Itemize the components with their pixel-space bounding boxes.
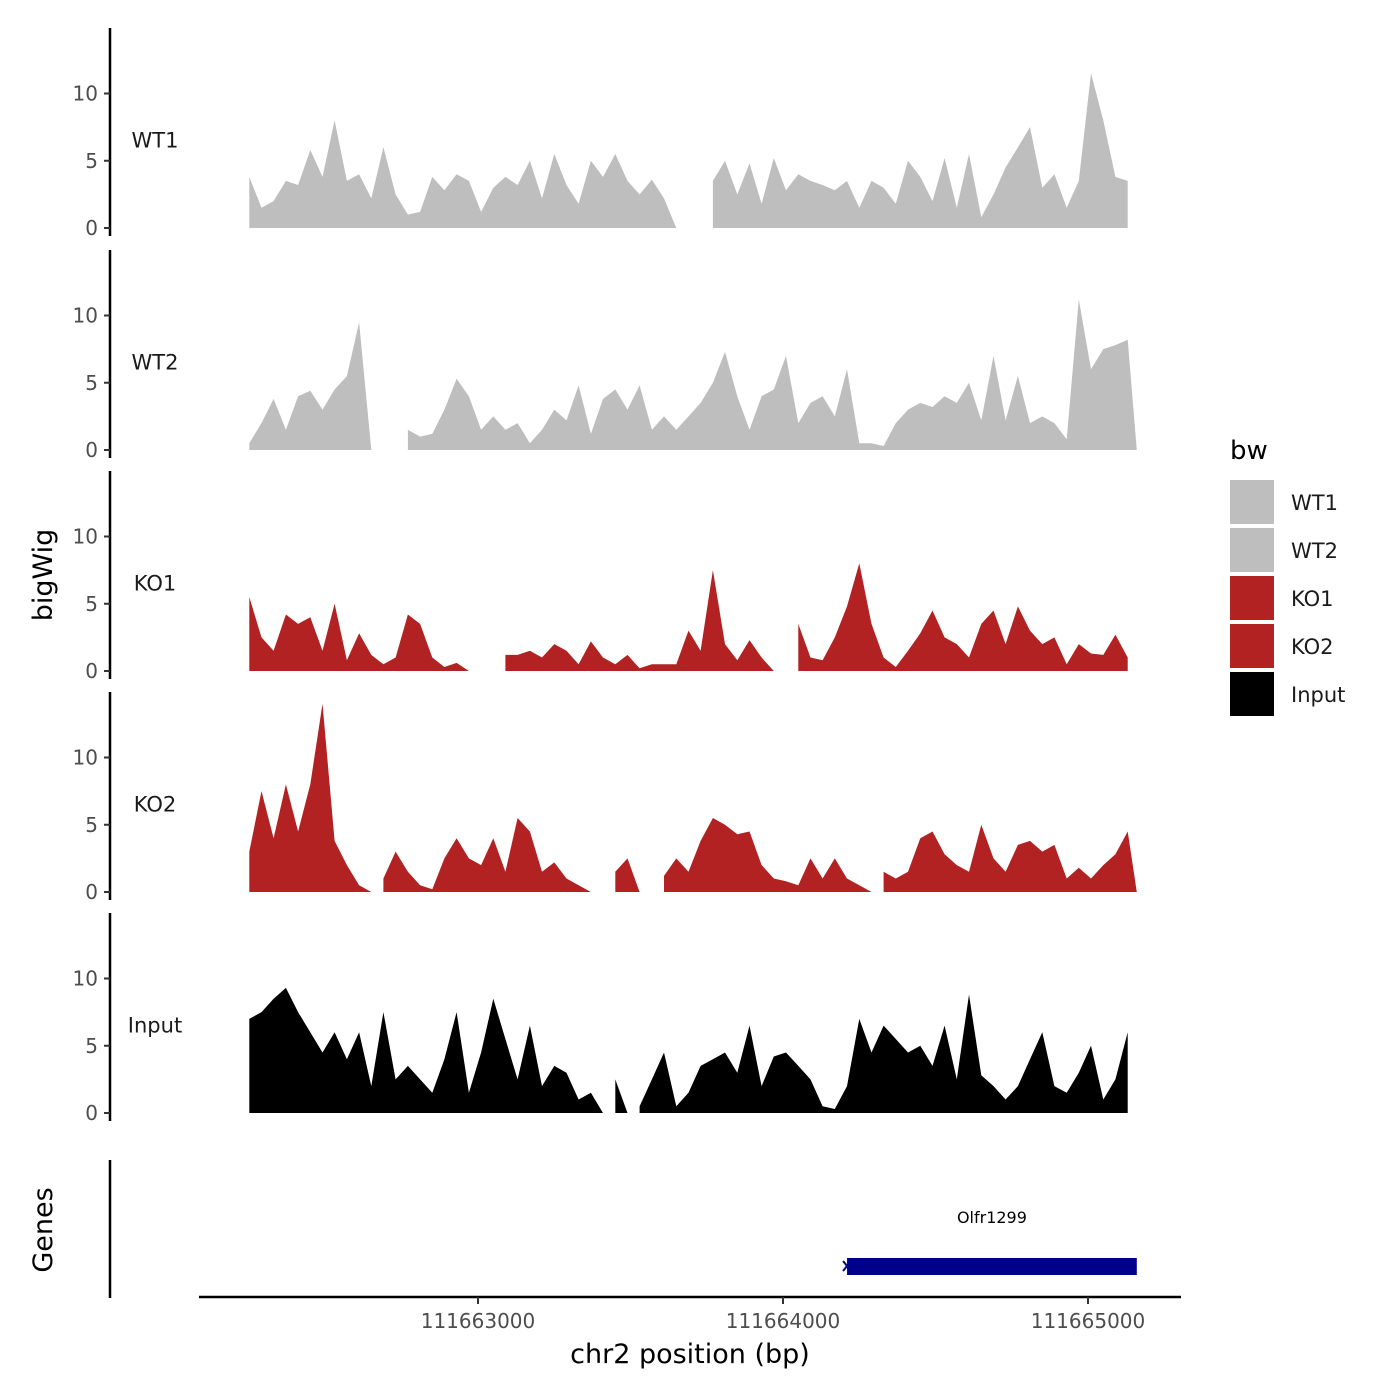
y-tick-label: 10 bbox=[73, 304, 98, 328]
signal-area-ko2 bbox=[249, 703, 372, 892]
y-tick-label: 0 bbox=[85, 659, 98, 683]
track-label: WT2 bbox=[132, 351, 179, 375]
signal-area-ko2 bbox=[664, 818, 872, 892]
legend-item-ko1: KO1 bbox=[1230, 576, 1334, 620]
signal-area-wt1 bbox=[712, 73, 1128, 228]
track-wt1: 0 5 10 WT1 bbox=[73, 28, 1128, 240]
track-label: KO2 bbox=[134, 793, 177, 817]
legend-item-input: Input bbox=[1230, 672, 1345, 716]
legend-swatch bbox=[1230, 576, 1274, 620]
track-ko1: 0 5 10 KO1 bbox=[73, 471, 1128, 683]
signal-area-ko2 bbox=[615, 858, 640, 892]
signal-area-ko1 bbox=[505, 570, 774, 671]
y-tick-label: 5 bbox=[85, 813, 98, 837]
legend-swatch bbox=[1230, 624, 1274, 668]
track-input: 0 5 10 Input bbox=[73, 913, 1128, 1125]
gene-label: Olfr1299 bbox=[957, 1208, 1027, 1227]
x-axis: 111663000 111664000 111665000 bbox=[199, 1295, 1181, 1333]
legend-label: Input bbox=[1291, 683, 1345, 707]
x-tick-label: 111665000 bbox=[1031, 1309, 1146, 1333]
legend-label: KO2 bbox=[1291, 635, 1334, 659]
y-tick-label: 10 bbox=[73, 525, 98, 549]
legend-item-wt2: WT2 bbox=[1230, 528, 1338, 572]
y-tick-label: 5 bbox=[85, 149, 98, 173]
track-label: KO1 bbox=[134, 572, 177, 596]
legend-label: WT1 bbox=[1291, 491, 1338, 515]
y-tick-label: 5 bbox=[85, 371, 98, 395]
y-tick-label: 10 bbox=[73, 967, 98, 991]
track-label: Input bbox=[128, 1014, 182, 1038]
signal-area-input bbox=[615, 1079, 628, 1113]
legend-item-wt1: WT1 bbox=[1230, 480, 1338, 524]
x-axis-title: chr2 position (bp) bbox=[570, 1339, 810, 1370]
legend-label: KO1 bbox=[1291, 587, 1334, 611]
legend-label: WT2 bbox=[1291, 539, 1338, 563]
legend-item-ko2: KO2 bbox=[1230, 624, 1334, 668]
x-tick-label: 111663000 bbox=[421, 1309, 536, 1333]
genes-panel: Olfr1299 bbox=[108, 1160, 1137, 1298]
signal-area-input bbox=[249, 987, 604, 1113]
signal-area-ko1 bbox=[798, 563, 1128, 671]
x-tick-label: 111664000 bbox=[726, 1309, 841, 1333]
track-ko2: 0 5 10 KO2 bbox=[73, 692, 1137, 904]
tracks-layer: 0 5 10 WT1 0 5 10 WT2 0 5 10 KO1 0 5 10 KO2 0 5 10 Input bbox=[73, 28, 1137, 1125]
legend-swatch bbox=[1230, 672, 1274, 716]
signal-area-ko2 bbox=[383, 818, 591, 892]
genes-axis-title: Genes bbox=[28, 1187, 59, 1272]
y-axis-title: bigWig bbox=[28, 529, 59, 622]
y-tick-label: 5 bbox=[85, 1034, 98, 1058]
track-wt2: 0 5 10 WT2 bbox=[73, 250, 1137, 462]
signal-area-ko2 bbox=[883, 824, 1137, 892]
y-tick-label: 0 bbox=[85, 438, 98, 462]
signal-area-wt2 bbox=[249, 322, 372, 450]
y-tick-label: 10 bbox=[73, 82, 98, 106]
track-label: WT1 bbox=[132, 129, 179, 153]
legend-swatch bbox=[1230, 480, 1274, 524]
legend-title: bw bbox=[1230, 436, 1268, 466]
legend: bw WT1 WT2 KO1 KO2 Input bbox=[1230, 436, 1345, 716]
signal-area-ko1 bbox=[249, 597, 469, 671]
y-tick-label: 0 bbox=[85, 880, 98, 904]
signal-area-wt2 bbox=[407, 299, 1137, 450]
signal-area-wt1 bbox=[249, 120, 677, 228]
y-tick-label: 10 bbox=[73, 746, 98, 770]
gene-start-marker bbox=[842, 1260, 852, 1272]
signal-area-input bbox=[639, 994, 1128, 1113]
y-tick-label: 0 bbox=[85, 1101, 98, 1125]
legend-swatch bbox=[1230, 528, 1274, 572]
gene-body bbox=[847, 1258, 1137, 1275]
y-tick-label: 0 bbox=[85, 216, 98, 240]
y-tick-label: 5 bbox=[85, 592, 98, 616]
